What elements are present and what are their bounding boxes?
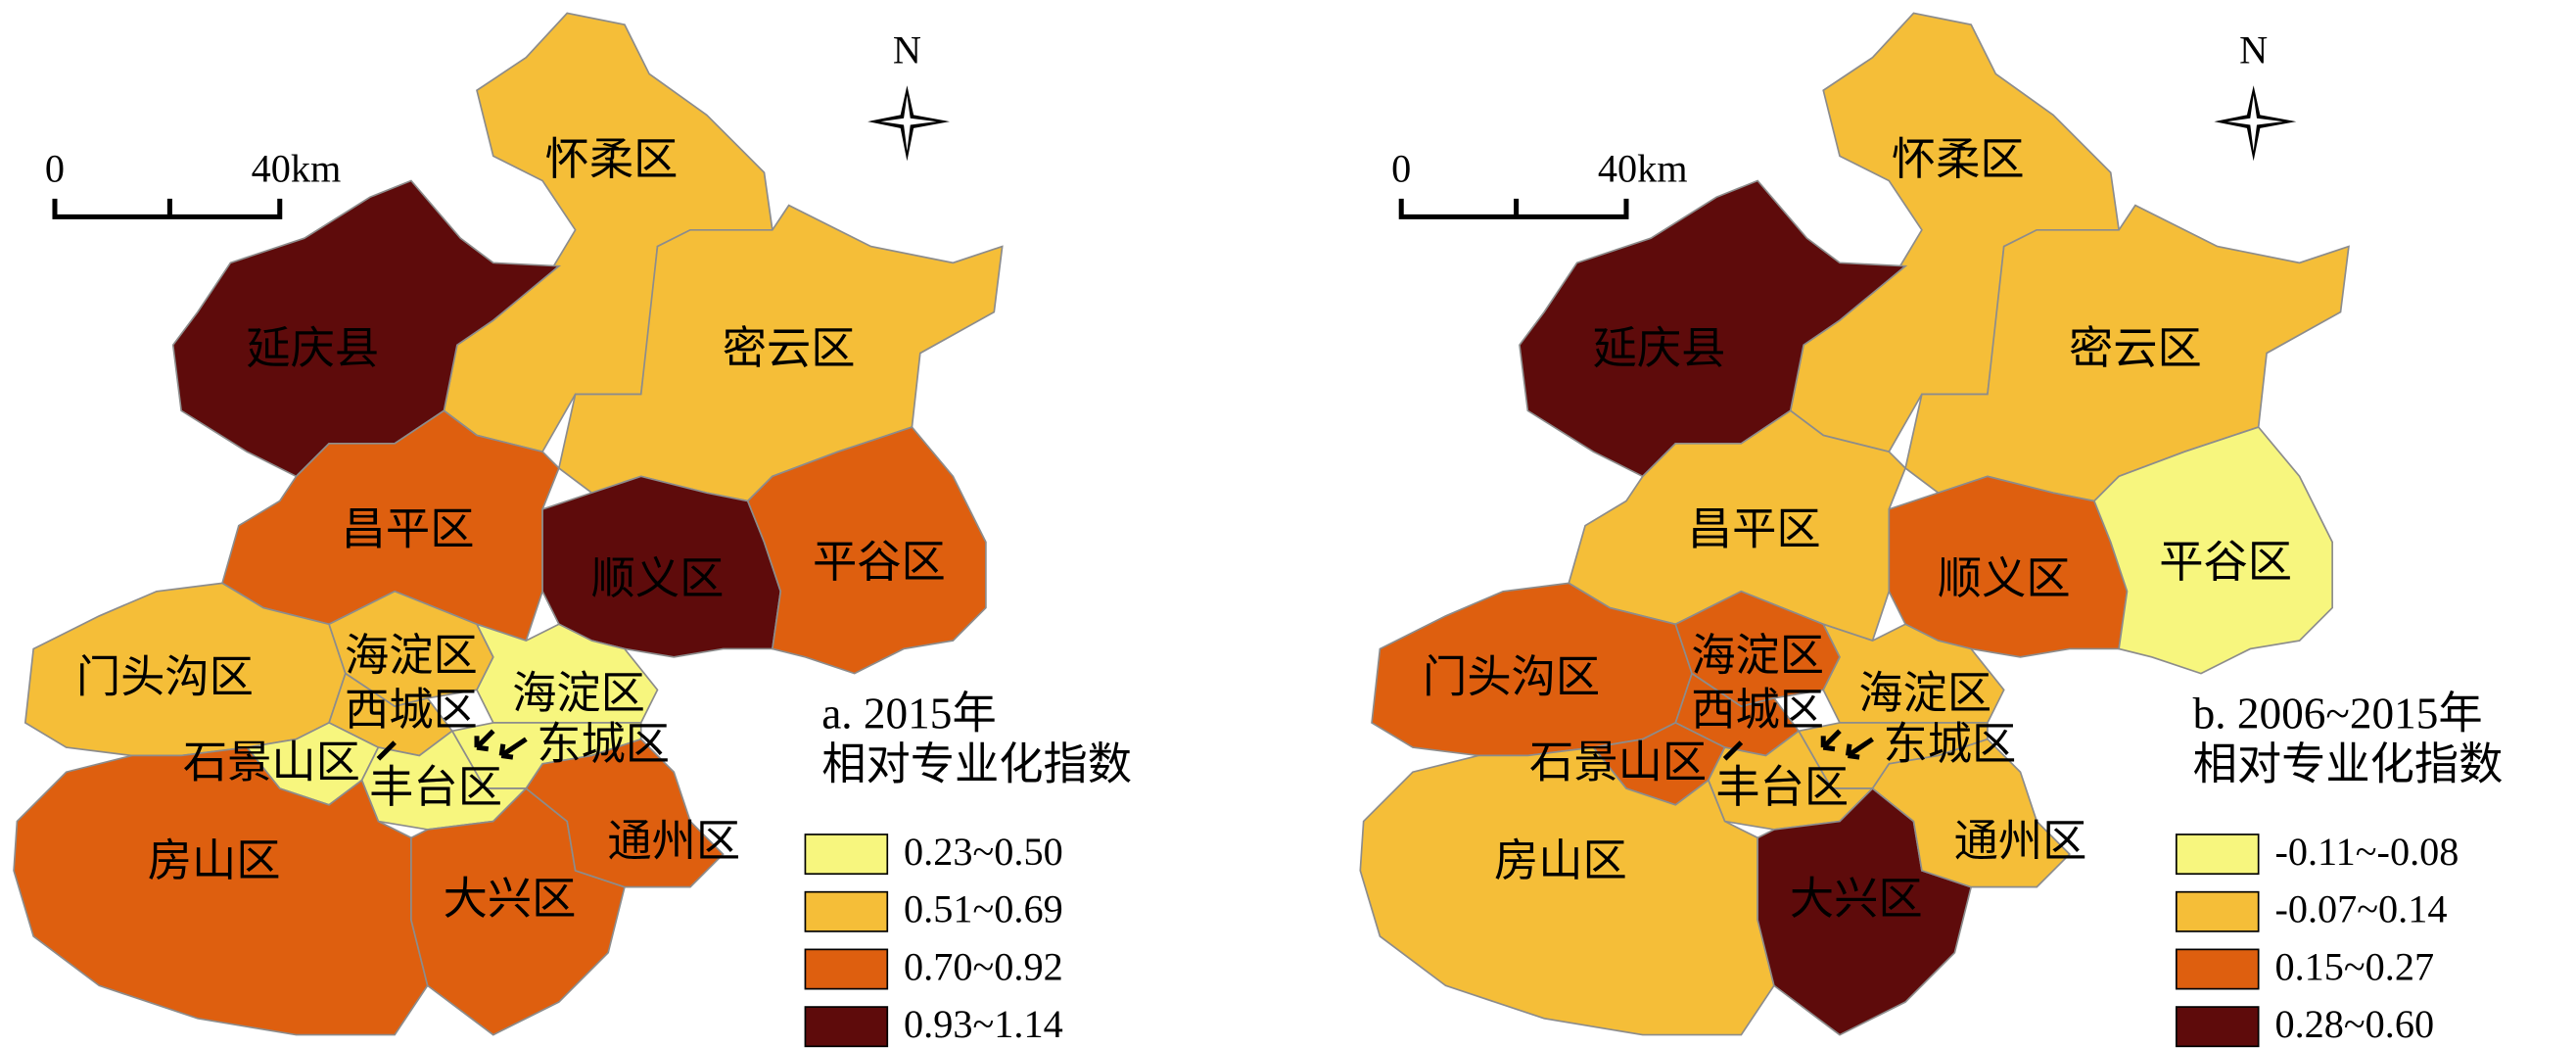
district-label: 海淀区 [512,669,645,718]
district-label: 顺义区 [591,554,725,603]
district-area [1359,746,1775,1036]
legend-swatch [804,890,889,932]
north-label: N [2239,28,2268,72]
district-label: 门头沟区 [1423,652,1600,701]
district-label: 房山区 [1494,836,1627,885]
district-label: 石景山区 [1529,738,1707,787]
district-label: 石景山区 [183,738,360,787]
district-label: 房山区 [148,836,281,885]
legend-label: 0.93~1.14 [904,1002,1063,1046]
legend-swatch [2175,948,2260,990]
district-area [221,409,560,643]
legend-swatch [804,948,889,990]
legend-swatch [804,1006,889,1048]
district-label: 大兴区 [1790,875,1923,924]
district-area [1707,730,1875,831]
legend-label: 0.28~0.60 [2274,1002,2434,1046]
pointer-arrow [498,737,528,760]
legend-label: 0.70~0.92 [904,944,1063,988]
legend-label: 0.51~0.69 [904,887,1063,931]
district-label: 怀柔区 [545,135,679,184]
legend-title: b. 2006~2015年 [2193,689,2483,738]
district-label: 昌平区 [342,504,475,553]
scale-bar [1398,198,1629,219]
legend-label: 0.15~0.27 [2274,944,2434,988]
district-label: 延庆县 [1593,324,1726,373]
legend-swatch [2175,834,2260,876]
district-area [1519,179,1908,478]
legend-title: 相对专业化指数 [2193,739,2504,788]
district-label: 延庆县 [246,324,379,373]
district-label: 通州区 [607,817,740,866]
legend-label: 0.23~0.50 [904,830,1063,874]
legend-swatch [2175,1006,2260,1048]
district-area [525,738,725,888]
north-star [880,95,937,152]
district-area [1568,409,1907,643]
legend-swatch [804,834,889,876]
district-area [2092,426,2333,675]
district-label: 海淀区 [345,632,478,681]
district-label: 顺义区 [1938,554,2071,603]
district-label: 门头沟区 [76,652,254,701]
district-area [13,746,429,1036]
north-label: N [893,28,921,72]
district-label: 密云区 [2069,324,2202,373]
district-label: 通州区 [1954,817,2087,866]
scale-end: 40km [252,146,342,190]
district-area [1871,738,2071,888]
scale-start: 0 [1391,146,1411,190]
district-label: 平谷区 [813,538,946,587]
legend-title: 相对专业化指数 [821,739,1132,788]
district-area [360,730,529,831]
district-label: 平谷区 [2159,538,2292,587]
legend-title: a. 2015年 [821,689,997,738]
district-label: 东城区 [1883,720,2016,769]
legend-swatch [2175,890,2260,932]
district-label: 西城区 [345,686,478,735]
district-label: 海淀区 [1858,669,1991,718]
district-area [746,426,987,675]
district-label: 昌平区 [1688,504,1821,553]
scale-end: 40km [1598,146,1688,190]
district-label: 丰台区 [1715,763,1849,812]
district-label: 海淀区 [1691,632,1824,681]
district-label: 西城区 [1691,686,1824,735]
north-star [2226,95,2283,152]
district-label: 大兴区 [444,875,577,924]
pointer-arrow [1722,729,1842,761]
scale-bar [52,198,283,219]
pointer-arrow [376,729,495,761]
district-label: 丰台区 [369,763,502,812]
legend-label: -0.11~-0.08 [2274,830,2459,874]
pointer-arrow [1845,737,1874,760]
legend-label: -0.07~0.14 [2274,887,2447,931]
district-label: 密云区 [723,324,856,373]
district-label: 东城区 [537,720,670,769]
district-label: 怀柔区 [1892,135,2025,184]
scale-start: 0 [45,146,65,190]
district-area [171,179,562,478]
